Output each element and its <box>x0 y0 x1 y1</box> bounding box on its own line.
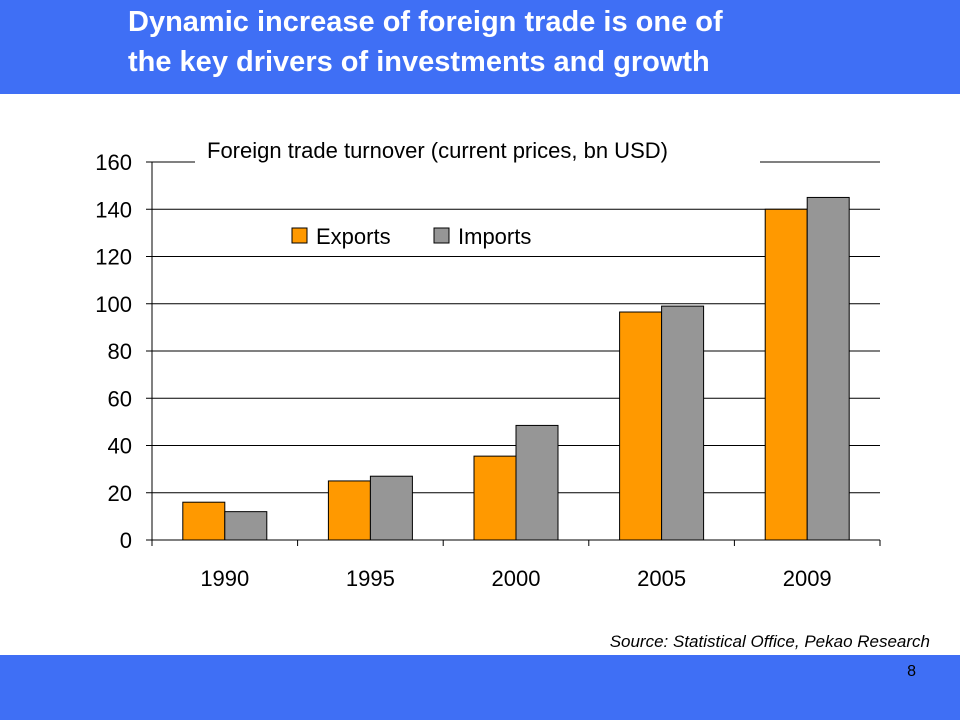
bar-chart: 0 20 40 60 80 100 120 140 160 1990 1995 2000 2005 200… <box>95 134 881 591</box>
legend: Exports Imports <box>291 224 531 249</box>
grid-lines <box>152 161 880 494</box>
chart-title-backdrop <box>195 134 760 164</box>
y-tick-label: 60 <box>108 386 132 411</box>
bar-imports-2009 <box>806 196 850 541</box>
y-tick-label: 0 <box>120 528 132 553</box>
chart-title: Foreign trade turnover (current prices, … <box>207 138 668 163</box>
slide-title-line-2: the key drivers of investments and growt… <box>128 46 710 78</box>
bar-imports-2005 <box>661 305 705 541</box>
y-tick-label: 80 <box>108 339 132 364</box>
bar-exports-1995 <box>327 480 371 541</box>
legend-swatch-exports <box>291 227 308 244</box>
bar-imports-1990 <box>224 511 268 541</box>
title-banner: Dynamic increase of foreign trade is one… <box>0 0 960 94</box>
bar-exports-2000 <box>473 455 517 541</box>
x-tick-label: 2005 <box>637 566 686 591</box>
bar-exports-2009 <box>764 208 808 541</box>
y-tick-label: 160 <box>95 150 132 175</box>
footer-banner: 8 <box>0 655 960 720</box>
y-tick-label: 20 <box>108 481 132 506</box>
bar-imports-1995 <box>369 475 413 541</box>
y-tick-label: 100 <box>95 292 132 317</box>
x-tick-label: 2000 <box>492 566 541 591</box>
page-number: 8 <box>907 663 916 680</box>
x-tick-label: 1995 <box>346 566 395 591</box>
source-note: Source: Statistical Office, Pekao Resear… <box>609 632 930 651</box>
y-tick-label: 120 <box>95 245 132 270</box>
legend-swatch-imports <box>433 227 450 244</box>
slide-title-line-1: Dynamic increase of foreign trade is one… <box>128 6 723 38</box>
legend-label-imports: Imports <box>458 224 531 249</box>
bar-exports-1990 <box>182 501 226 541</box>
y-tick-label: 40 <box>108 434 132 459</box>
bar-imports-2000 <box>515 424 559 541</box>
axes: 0 20 40 60 80 100 120 140 160 1990 1995 2000 2005 200… <box>95 150 881 591</box>
x-tick-label: 2009 <box>783 566 832 591</box>
y-tick-label: 140 <box>95 197 132 222</box>
legend-label-exports: Exports <box>316 224 391 249</box>
bar-exports-2005 <box>619 311 663 541</box>
bars <box>182 196 850 541</box>
x-tick-label: 1990 <box>200 566 249 591</box>
